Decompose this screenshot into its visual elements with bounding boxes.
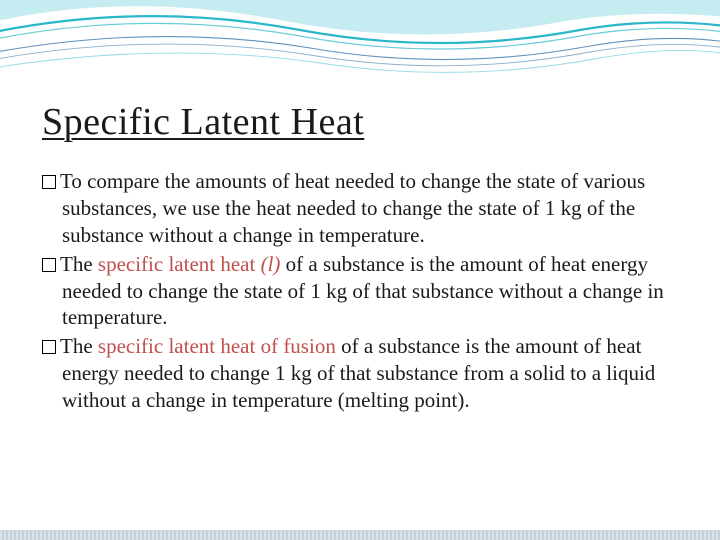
paragraph-3: The specific latent heat of fusion of a …: [42, 333, 672, 414]
bottom-texture-bar: [0, 530, 720, 540]
bullet-icon: [42, 175, 56, 189]
paragraph-2-red: specific latent heat: [98, 252, 261, 276]
paragraph-2-reditalic: (l): [261, 252, 281, 276]
paragraph-1: To compare the amounts of heat needed to…: [42, 168, 672, 249]
paragraph-3-pre: The: [60, 334, 98, 358]
decorative-wave: [0, 0, 720, 110]
title-container: Specific Latent Heat: [42, 100, 364, 144]
paragraph-3-red: specific latent heat of fusion: [98, 334, 336, 358]
bullet-icon: [42, 340, 56, 354]
paragraph-2-pre: The: [60, 252, 98, 276]
paragraph-1-text: To compare the amounts of heat needed to…: [60, 169, 645, 247]
page-title: Specific Latent Heat: [42, 100, 364, 144]
bullet-icon: [42, 258, 56, 272]
body-content: To compare the amounts of heat needed to…: [42, 168, 672, 416]
paragraph-2: The specific latent heat (l) of a substa…: [42, 251, 672, 332]
